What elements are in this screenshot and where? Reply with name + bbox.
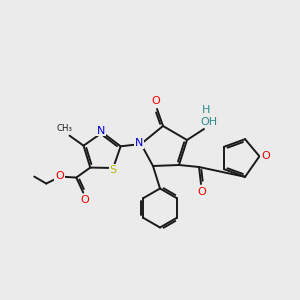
Text: CH₃: CH₃ (57, 124, 73, 133)
Text: N: N (97, 125, 106, 136)
Text: O: O (152, 96, 160, 106)
Text: H: H (202, 105, 210, 115)
Text: OH: OH (200, 117, 218, 127)
Text: O: O (80, 195, 88, 205)
Text: O: O (198, 187, 206, 197)
Text: O: O (55, 171, 64, 181)
Text: S: S (110, 165, 117, 175)
Text: O: O (261, 151, 270, 161)
Text: N: N (135, 138, 143, 148)
